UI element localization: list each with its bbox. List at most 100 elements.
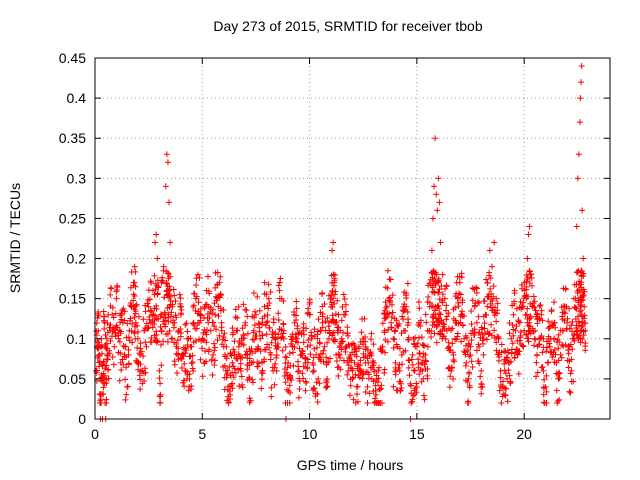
data-point-cloud bbox=[249, 376, 256, 383]
data-point-cloud bbox=[388, 301, 395, 308]
data-point-cloud bbox=[408, 382, 415, 389]
data-point-cloud bbox=[579, 319, 586, 325]
data-point-cloud bbox=[385, 326, 392, 333]
data-point-cloud bbox=[340, 291, 347, 298]
data-point-cloud bbox=[189, 352, 196, 359]
data-point-cloud bbox=[367, 336, 374, 343]
data-point-cloud bbox=[206, 315, 213, 322]
data-point-cloud bbox=[324, 375, 331, 382]
data-point-cloud bbox=[422, 311, 429, 318]
data-point-cloud bbox=[130, 291, 137, 298]
data-point-cloud bbox=[507, 358, 514, 365]
data-point-cloud bbox=[562, 341, 569, 348]
data-point bbox=[143, 343, 150, 350]
data-point-cloud bbox=[361, 315, 368, 322]
data-point-cloud bbox=[489, 297, 496, 304]
data-point-cloud bbox=[566, 305, 573, 312]
data-point-cloud bbox=[106, 324, 113, 331]
data-point-cloud bbox=[565, 346, 572, 353]
data-point-cloud bbox=[521, 287, 528, 294]
data-point-cloud bbox=[256, 360, 263, 367]
data-point-cloud bbox=[345, 332, 352, 339]
data-point-cloud bbox=[427, 333, 434, 340]
data-point-cloud bbox=[160, 267, 167, 274]
data-point-cloud bbox=[103, 396, 110, 403]
data-point-cloud bbox=[265, 281, 272, 288]
data-point-cloud bbox=[573, 305, 580, 312]
data-point-cloud bbox=[148, 339, 155, 346]
data-point bbox=[409, 351, 416, 358]
data-point bbox=[235, 343, 242, 350]
data-point-cloud bbox=[191, 322, 198, 329]
data-point-cloud bbox=[497, 374, 504, 381]
data-point-cloud bbox=[468, 337, 475, 344]
data-point-cloud bbox=[331, 336, 338, 343]
data-point-cloud bbox=[416, 350, 423, 357]
data-point-cloud bbox=[545, 359, 552, 366]
data-point-cloud bbox=[251, 322, 258, 329]
data-point bbox=[504, 375, 510, 382]
data-point-cloud bbox=[530, 328, 537, 335]
data-point-cloud bbox=[354, 398, 361, 405]
data-point-cloud bbox=[181, 360, 188, 367]
data-point-cloud bbox=[333, 357, 340, 364]
data-point-cloud bbox=[158, 328, 165, 335]
data-point-cloud bbox=[477, 373, 484, 380]
data-point-cloud bbox=[148, 279, 155, 286]
data-point-cloud bbox=[177, 326, 184, 333]
data-point-cloud bbox=[251, 308, 258, 315]
x-tick-labels: 0 5 10 15 20 bbox=[91, 426, 532, 442]
data-point-cloud bbox=[232, 306, 239, 313]
data-point-cloud bbox=[370, 378, 377, 385]
data-point-cloud bbox=[266, 344, 273, 351]
data-point-cloud bbox=[271, 364, 278, 371]
data-point-cloud bbox=[421, 396, 428, 403]
data-point-cloud bbox=[555, 345, 562, 352]
data-point-cloud bbox=[321, 301, 328, 308]
data-point-cloud bbox=[202, 358, 209, 365]
data-point-cloud bbox=[218, 327, 225, 334]
data-point-cloud bbox=[354, 383, 361, 390]
data-point-cloud bbox=[422, 366, 429, 373]
data-point-cloud bbox=[365, 375, 372, 382]
data-point bbox=[568, 367, 575, 374]
data-point-cloud bbox=[310, 354, 317, 361]
data-point-cloud bbox=[182, 350, 189, 357]
data-point-cloud bbox=[217, 273, 224, 280]
data-point bbox=[575, 151, 582, 158]
data-point-cloud bbox=[509, 321, 516, 328]
data-point-cloud bbox=[295, 330, 302, 337]
data-point bbox=[578, 79, 585, 86]
data-point-cloud bbox=[329, 330, 336, 337]
data-point-cloud bbox=[447, 373, 454, 380]
data-point-cloud bbox=[435, 277, 442, 284]
data-point-cloud bbox=[105, 366, 112, 373]
data-point bbox=[321, 343, 328, 350]
y-tick-label: 0.25 bbox=[59, 210, 86, 226]
data-point-cloud bbox=[182, 368, 189, 375]
data-point-cloud bbox=[225, 399, 232, 406]
data-point-cloud bbox=[513, 323, 520, 330]
data-point-cloud bbox=[555, 331, 562, 338]
data-point-cloud bbox=[459, 321, 466, 328]
data-point-cloud bbox=[169, 301, 176, 308]
data-point-cloud bbox=[419, 341, 426, 348]
data-point-cloud bbox=[314, 391, 321, 398]
data-point-cloud bbox=[404, 309, 411, 316]
data-point-cloud bbox=[543, 344, 550, 351]
data-point bbox=[195, 271, 201, 278]
data-point-cloud bbox=[132, 302, 139, 309]
data-point-cloud bbox=[441, 285, 448, 292]
data-point bbox=[488, 263, 495, 270]
plot-frame bbox=[94, 57, 611, 420]
data-point bbox=[525, 231, 532, 238]
data-point-cloud bbox=[251, 336, 258, 343]
data-point-cloud bbox=[504, 347, 511, 354]
data-point-cloud bbox=[370, 341, 377, 348]
data-point-cloud bbox=[177, 295, 184, 302]
data-point-cloud bbox=[333, 351, 340, 358]
data-point-cloud bbox=[110, 361, 117, 368]
data-point-cloud bbox=[483, 311, 490, 318]
data-point-cloud bbox=[580, 272, 587, 279]
data-point bbox=[152, 239, 159, 246]
